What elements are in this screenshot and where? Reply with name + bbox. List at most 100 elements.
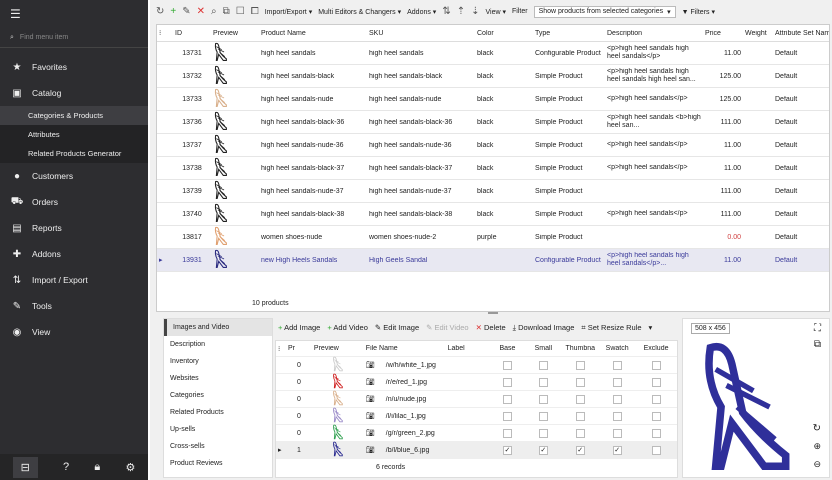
checkbox[interactable] — [575, 360, 585, 370]
sidebar-item-catalog[interactable]: ▣ Catalog — [0, 80, 148, 106]
checkbox[interactable] — [651, 428, 661, 438]
menu-icon[interactable]: ☰ — [10, 7, 21, 21]
column-header[interactable]: Preview — [213, 29, 238, 37]
set-resize-rule-button[interactable]: ⌗ Set Resize Rule — [581, 322, 642, 332]
sidebar-item-favorites[interactable]: ★ Favorites — [0, 54, 148, 80]
tab-related-products[interactable]: Related Products — [170, 409, 224, 416]
image-row[interactable]: ▸ 1 📷︎ /b/l/blue_6.jpg ✓ ✓ ✓ ✓ — [276, 441, 677, 459]
tab-categories[interactable]: Categories — [170, 392, 204, 399]
checkbox[interactable] — [651, 377, 661, 387]
sidebar-subitem[interactable]: Related Products Generator — [0, 144, 148, 163]
checkbox[interactable] — [575, 377, 585, 387]
checkbox[interactable] — [651, 411, 661, 421]
checkbox[interactable] — [502, 360, 512, 370]
gear-icon[interactable]: ⚙ — [125, 461, 136, 474]
checkbox[interactable] — [651, 360, 661, 370]
sidebar-subitem[interactable]: Categories & Products — [0, 106, 148, 125]
checkbox[interactable] — [651, 394, 661, 404]
rotate-icon[interactable]: ↻ — [812, 423, 821, 434]
tab-up-sells[interactable]: Up-sells — [170, 426, 196, 433]
column-header[interactable]: ID — [175, 29, 182, 37]
move-down-icon[interactable]: ⇣ — [471, 6, 480, 17]
checkbox[interactable]: ✓ — [612, 445, 622, 455]
table-row[interactable]: 13739 high heel sandals-nude-37 high hee… — [157, 180, 829, 203]
menu-search-input[interactable]: ⌕ Find menu item — [0, 28, 148, 48]
tab-websites[interactable]: Websites — [170, 375, 199, 382]
checkbox[interactable]: ✓ — [538, 445, 548, 455]
delete-button[interactable]: ✕ Delete — [475, 323, 506, 332]
checkbox[interactable] — [612, 394, 622, 404]
checkbox[interactable] — [538, 411, 548, 421]
add-icon[interactable]: + — [170, 6, 177, 17]
image-row[interactable]: 0 📷︎ /n/u/nude.jpg — [276, 390, 677, 408]
column-header[interactable]: Description — [607, 29, 643, 37]
checkbox[interactable] — [538, 394, 548, 404]
checkbox[interactable] — [502, 394, 512, 404]
sidebar-item-orders[interactable]: ⛟ Orders — [10, 195, 58, 208]
search-icon[interactable]: ⌕ — [211, 6, 217, 17]
column-header[interactable]: Attribute Set Name — [775, 29, 829, 37]
sidebar-item-view[interactable]: ◉ View — [0, 319, 148, 345]
checkbox[interactable] — [612, 411, 622, 421]
column-header[interactable]: Thumbna — [565, 345, 596, 352]
image-row[interactable]: 0 📷︎ /r/e/red_1.jpg — [276, 373, 677, 391]
help-icon[interactable]: ? — [63, 461, 70, 473]
table-row[interactable]: 13733 high heel sandals-nude high heel s… — [157, 88, 829, 111]
column-header[interactable]: SKU — [369, 29, 384, 37]
table-row[interactable]: 13738 high heel sandals-black-37 high he… — [157, 157, 829, 180]
tab-product-reviews[interactable]: Product Reviews — [170, 460, 223, 467]
inbox-icon[interactable]: ⊟ — [12, 456, 38, 478]
column-header[interactable]: Type — [535, 29, 551, 37]
column-header[interactable]: Base — [499, 345, 516, 352]
column-header[interactable]: Price — [705, 29, 721, 37]
addons-button[interactable]: Addons ▾ — [407, 8, 437, 16]
column-header[interactable]: File Name — [365, 345, 398, 352]
sidebar-item-reports[interactable]: ▤ Reports — [0, 215, 148, 241]
tab-images-and-video[interactable]: Images and Video — [164, 319, 272, 336]
multi-editors-button[interactable]: Multi Editors & Changers ▾ — [318, 8, 402, 16]
sort-icon[interactable]: ⇅ — [442, 6, 451, 17]
checkbox[interactable] — [651, 445, 661, 455]
table-row[interactable]: 13731 high heel sandals high heel sandal… — [157, 42, 829, 65]
zoom-out-icon[interactable]: ⊖ — [813, 459, 821, 469]
copy-icon[interactable]: ⧉ — [222, 6, 230, 17]
lock-icon[interactable]: 🔒︎ — [94, 460, 101, 473]
column-header[interactable]: Color — [477, 29, 494, 37]
checkbox[interactable]: ✓ — [575, 445, 585, 455]
sidebar-item-addons[interactable]: ✚ Addons — [0, 241, 148, 267]
column-header[interactable]: Small — [534, 345, 553, 352]
view-button[interactable]: View ▾ — [485, 8, 507, 16]
checkbox[interactable] — [538, 428, 548, 438]
checkbox[interactable] — [575, 428, 585, 438]
image-row[interactable]: 0 📷︎ /l/i/lilac_1.jpg — [276, 407, 677, 425]
image-row[interactable]: 0 📷︎ /g/r/green_2.jpg — [276, 424, 677, 442]
move-up-icon[interactable]: ⇡ — [456, 6, 466, 17]
edit-video-button[interactable]: ✎ Edit Video — [426, 323, 469, 332]
add-image-button[interactable]: + Add Image — [278, 323, 321, 332]
table-row[interactable]: 13817 women shoes-nude women shoes-nude-… — [157, 226, 829, 249]
tab-cross-sells[interactable]: Cross-sells — [170, 443, 205, 450]
duplicate-icon[interactable]: ⧠ — [250, 6, 259, 17]
tab-inventory[interactable]: Inventory — [170, 358, 199, 365]
column-header[interactable]: Weight — [745, 29, 767, 37]
table-row[interactable]: 13740 high heel sandals-black-38 high he… — [157, 203, 829, 226]
more-icon[interactable]: ▾ — [648, 323, 653, 332]
checkbox[interactable] — [575, 411, 585, 421]
open-external-icon[interactable]: ⧉ — [813, 339, 821, 350]
column-header[interactable]: Label — [447, 345, 465, 352]
splitter-handle[interactable] — [488, 312, 498, 314]
edit-icon[interactable]: ✎ — [182, 6, 191, 17]
fullscreen-icon[interactable]: ⛶ — [814, 323, 821, 334]
edit-image-button[interactable]: ✎ Edit Image — [374, 323, 420, 332]
sidebar-subitem[interactable]: Attributes — [0, 125, 148, 144]
checkbox[interactable]: ✓ — [502, 445, 512, 455]
refresh-icon[interactable]: ↻ — [156, 6, 165, 17]
checkbox[interactable] — [575, 394, 585, 404]
image-row[interactable]: 0 📷︎ /w/h/white_1.jpg — [276, 356, 677, 374]
sidebar-item-customers[interactable]: ● Customers — [0, 163, 148, 189]
sidebar-item-import-export[interactable]: ⇅ Import / Export — [0, 267, 148, 293]
import-export-button[interactable]: Import/Export ▾ — [264, 8, 313, 16]
checkbox[interactable] — [502, 377, 512, 387]
column-header[interactable]: Swatch — [605, 345, 629, 352]
checkbox[interactable] — [502, 428, 512, 438]
